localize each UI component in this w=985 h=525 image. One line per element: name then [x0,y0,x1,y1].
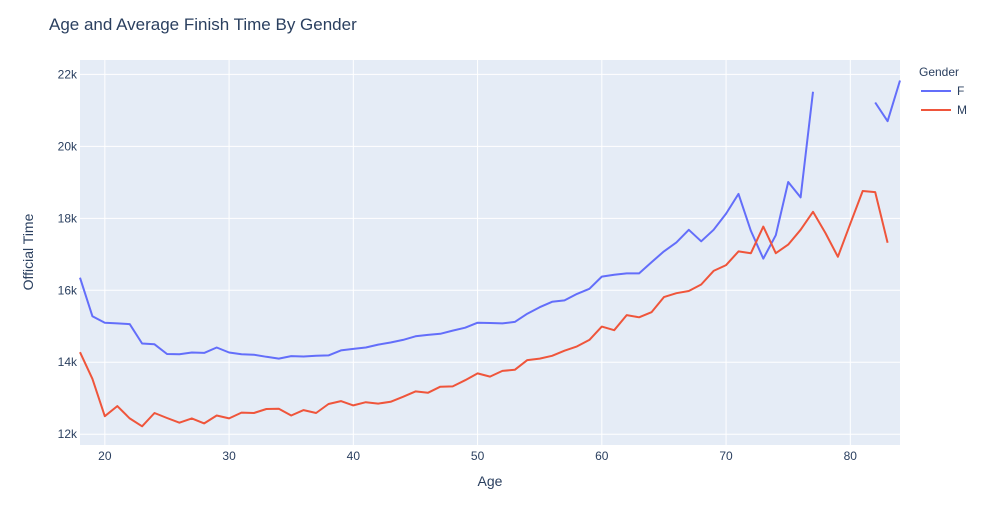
chart-title: Age and Average Finish Time By Gender [49,15,357,34]
x-tick-label: 30 [222,449,236,463]
legend-item-f[interactable]: F [921,84,964,98]
gridlines [80,60,900,445]
x-tick-label: 50 [471,449,485,463]
x-axis-title: Age [478,473,503,489]
series-line-m[interactable] [79,190,889,428]
y-tick-label: 18k [58,211,78,225]
legend-label: M [957,103,967,117]
y-tick-label: 20k [58,139,78,153]
legend[interactable]: Gender FM [919,65,967,117]
tick-labels: 20 30 40 50 60 70 80 12k 14k 16k 18k 20k 22k [58,67,858,463]
x-tick-label: 20 [98,449,112,463]
x-tick-label: 40 [347,449,361,463]
y-tick-label: 22k [58,67,78,81]
legend-item-m[interactable]: M [921,103,967,117]
plot-area [80,60,900,445]
y-tick-label: 14k [58,355,78,369]
series-lines [79,80,901,428]
x-tick-label: 70 [719,449,733,463]
series-line-f[interactable] [79,80,901,360]
x-tick-label: 80 [844,449,858,463]
legend-title: Gender [919,65,959,79]
x-tick-label: 60 [595,449,609,463]
y-tick-label: 16k [58,283,78,297]
y-tick-label: 12k [58,427,78,441]
y-axis-title: Official Time [20,213,36,290]
legend-label: F [957,84,964,98]
legend-items[interactable]: FM [921,84,967,117]
